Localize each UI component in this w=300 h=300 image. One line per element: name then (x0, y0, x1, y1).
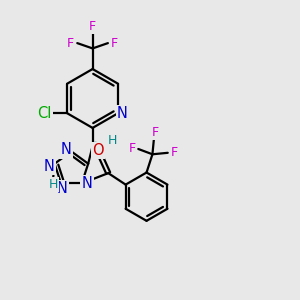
Text: N: N (44, 159, 55, 174)
Text: H: H (48, 178, 58, 191)
Text: O: O (92, 143, 104, 158)
Text: F: F (171, 146, 178, 159)
Text: N: N (61, 142, 71, 158)
Text: F: F (67, 37, 74, 50)
Text: F: F (128, 142, 135, 155)
Text: F: F (111, 37, 118, 50)
Text: N: N (82, 176, 92, 191)
Text: N: N (57, 181, 68, 196)
Text: F: F (152, 126, 159, 139)
Text: N: N (117, 106, 128, 121)
Text: H: H (107, 134, 117, 147)
Text: Cl: Cl (37, 106, 52, 121)
Text: F: F (89, 20, 96, 33)
